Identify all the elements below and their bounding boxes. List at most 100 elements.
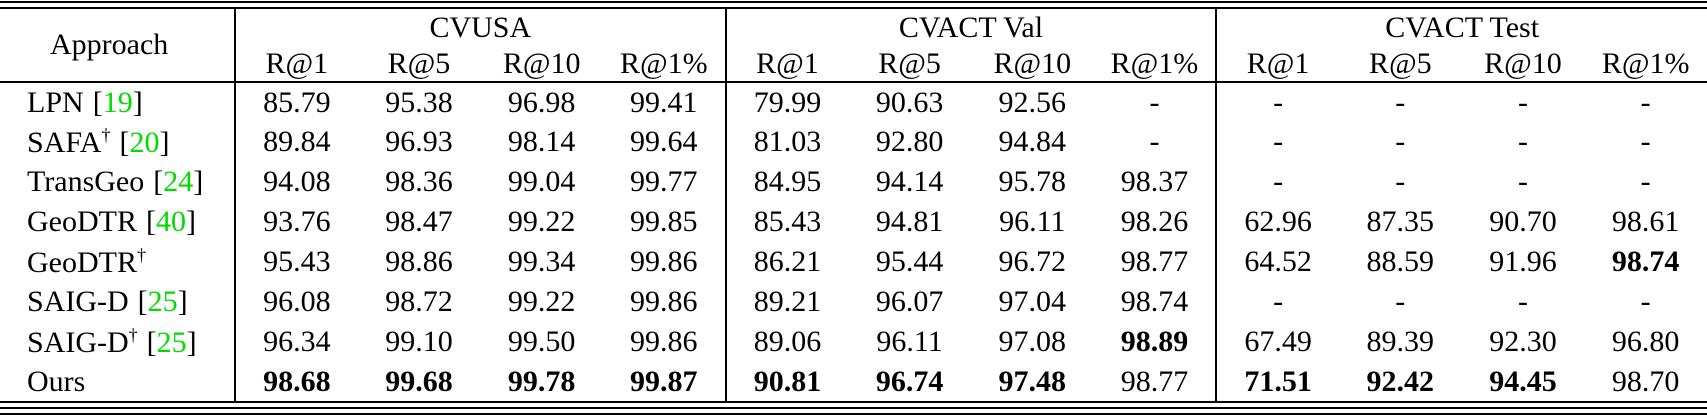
table-row-geodtr: GeoDTR [40] 93.76 98.47 99.22 99.85 85.43 94.81… xyxy=(0,202,1707,242)
dagger-mark: † xyxy=(101,125,111,145)
approach-name: GeoDTR xyxy=(27,246,137,279)
value-cell: 89.84 xyxy=(234,122,358,162)
value-cell: 99.10 xyxy=(385,325,453,358)
value-cell: 62.96 xyxy=(1215,202,1339,242)
metric-header-cvact-test-r-10: R@10 xyxy=(1461,46,1585,83)
value-cell: 99.50 xyxy=(507,325,576,358)
value-cell: 98.26 xyxy=(1120,205,1189,238)
dataset-group-header-cvact-test: CVACT Test xyxy=(1215,9,1707,46)
value-cell: 99.77 xyxy=(630,165,698,198)
approach-cell: SAIG-D† [25] xyxy=(0,322,235,362)
value-cell: 97.04 xyxy=(998,285,1067,318)
value-cell: 98.37 xyxy=(1120,165,1189,198)
approach-column-header: Approach xyxy=(0,9,235,83)
value-cell: 98.72 xyxy=(385,285,453,318)
metric-header-cvact-test-r-5: R@5 xyxy=(1338,46,1462,83)
value-cell: - xyxy=(1517,85,1528,119)
approach-cell: GeoDTR [40] xyxy=(0,202,235,242)
value-cell: 99.86 xyxy=(630,245,698,278)
citation-number: 20 xyxy=(129,126,160,159)
citation-number: 40 xyxy=(155,205,186,238)
table-body: LPN [19] 85.79 95.38 96.98 99.41 79.99 90.63 92.… xyxy=(0,82,1707,403)
value-cell: 96.11 xyxy=(999,205,1066,238)
dataset-group-header-cvact-val: CVACT Val xyxy=(724,9,1217,46)
table-row-geodtr-dagger: GeoDTR† 95.43 98.86 99.34 99.86 86.21 95.44 96.… xyxy=(0,242,1707,282)
approach-name: SAIG-D xyxy=(27,326,129,359)
value-cell: 89.39 xyxy=(1366,325,1435,358)
value-cell: - xyxy=(1517,285,1528,318)
value-cell: 98.61 xyxy=(1611,205,1680,238)
metric-header-cvact-val-r-5: R@5 xyxy=(848,46,971,83)
table-row-transgeo: TransGeo [24] 94.08 98.36 99.04 99.77 84.95 94.… xyxy=(0,162,1707,202)
value-cell: 89.06 xyxy=(724,322,849,362)
table-row-safa-dagger: SAFA† [20] 89.84 96.93 98.14 99.64 81.03 92.80 9… xyxy=(0,122,1707,162)
value-cell: 96.93 xyxy=(385,125,453,158)
group-header-row: Approach CVUSA CVACT Val CVACT Test xyxy=(0,9,1707,83)
approach-name: TransGeo xyxy=(27,165,145,198)
value-cell: 86.21 xyxy=(724,242,849,282)
value-cell: 99.87 xyxy=(602,362,726,403)
metric-header-cvusa-r-1-: R@1% xyxy=(602,46,726,83)
citation: [19] xyxy=(93,86,143,119)
citation: [20] xyxy=(119,126,169,159)
approach-cell: GeoDTR† xyxy=(0,242,235,282)
results-table: Approach CVUSA CVACT Val CVACT Test R@1 R@5 R@… xyxy=(0,9,1707,403)
value-cell: 91.96 xyxy=(1489,245,1557,278)
citation-number: 19 xyxy=(102,85,133,119)
value-cell: 98.77 xyxy=(1093,362,1217,403)
value-cell: 92.30 xyxy=(1489,325,1557,358)
value-cell: - xyxy=(1215,122,1339,162)
metric-header-row: R@1 R@5 R@10 R@1% R@1 R@5 R@10 R@1% R@1 R@5 R@10 R@… xyxy=(0,46,1707,83)
value-cell: 92.80 xyxy=(875,125,944,158)
metric-header-cvact-val-r-1: R@1 xyxy=(724,46,849,83)
approach-cell: TransGeo [24] xyxy=(0,162,235,202)
value-cell: - xyxy=(1149,85,1160,119)
bottom-double-rule xyxy=(0,407,1707,415)
value-cell: 99.34 xyxy=(507,245,576,278)
value-cell: - xyxy=(1640,85,1651,119)
approach-cell: LPN [19] xyxy=(0,82,235,122)
citation-bracket-close: ] xyxy=(177,285,188,318)
value-cell: 88.59 xyxy=(1366,245,1435,278)
metric-header-cvusa-r-10: R@10 xyxy=(480,46,603,83)
value-cell: 71.51 xyxy=(1215,362,1339,403)
top-double-rule xyxy=(0,1,1707,9)
value-cell: - xyxy=(1215,162,1339,202)
metric-header-cvusa-r-1: R@1 xyxy=(234,46,358,83)
metric-header-cvact-val-r-10: R@10 xyxy=(970,46,1094,83)
table-head: Approach CVUSA CVACT Val CVACT Test R@1 R@5 R@… xyxy=(0,9,1707,83)
value-cell: 99.78 xyxy=(480,362,603,403)
value-cell: 98.14 xyxy=(507,125,576,158)
approach-name: SAIG-D xyxy=(27,285,129,318)
value-cell: 98.86 xyxy=(385,245,453,278)
value-cell: 95.44 xyxy=(875,245,944,278)
value-cell: - xyxy=(1640,165,1651,198)
value-cell: 92.42 xyxy=(1338,362,1462,403)
value-cell: 98.89 xyxy=(1120,325,1189,358)
dagger-mark: † xyxy=(128,325,138,345)
value-cell: 94.84 xyxy=(998,125,1067,158)
citation-bracket-close: ] xyxy=(185,205,196,238)
dataset-group-header-cvusa: CVUSA xyxy=(234,9,726,46)
value-cell: 90.81 xyxy=(724,362,849,403)
value-cell: - xyxy=(1640,125,1651,158)
citation-bracket-close: ] xyxy=(193,165,204,198)
metric-header-cvusa-r-5: R@5 xyxy=(357,46,481,83)
approach-name: SAFA xyxy=(27,126,102,159)
value-cell: - xyxy=(1395,285,1406,318)
value-cell: - xyxy=(1215,82,1339,122)
dagger-mark: † xyxy=(136,245,146,265)
metric-header-cvact-test-r-1-: R@1% xyxy=(1584,46,1707,83)
value-cell: 89.21 xyxy=(724,282,849,322)
value-cell: 94.81 xyxy=(875,205,944,238)
value-cell: 95.43 xyxy=(234,242,358,282)
value-cell: 98.36 xyxy=(385,165,453,198)
value-cell: 64.52 xyxy=(1215,242,1339,282)
value-cell: 99.85 xyxy=(630,205,698,238)
value-cell: 94.45 xyxy=(1461,362,1585,403)
value-cell: 99.22 xyxy=(507,205,576,238)
value-cell: 99.86 xyxy=(630,325,698,358)
value-cell: 97.08 xyxy=(998,325,1067,358)
value-cell: 99.68 xyxy=(357,362,481,403)
